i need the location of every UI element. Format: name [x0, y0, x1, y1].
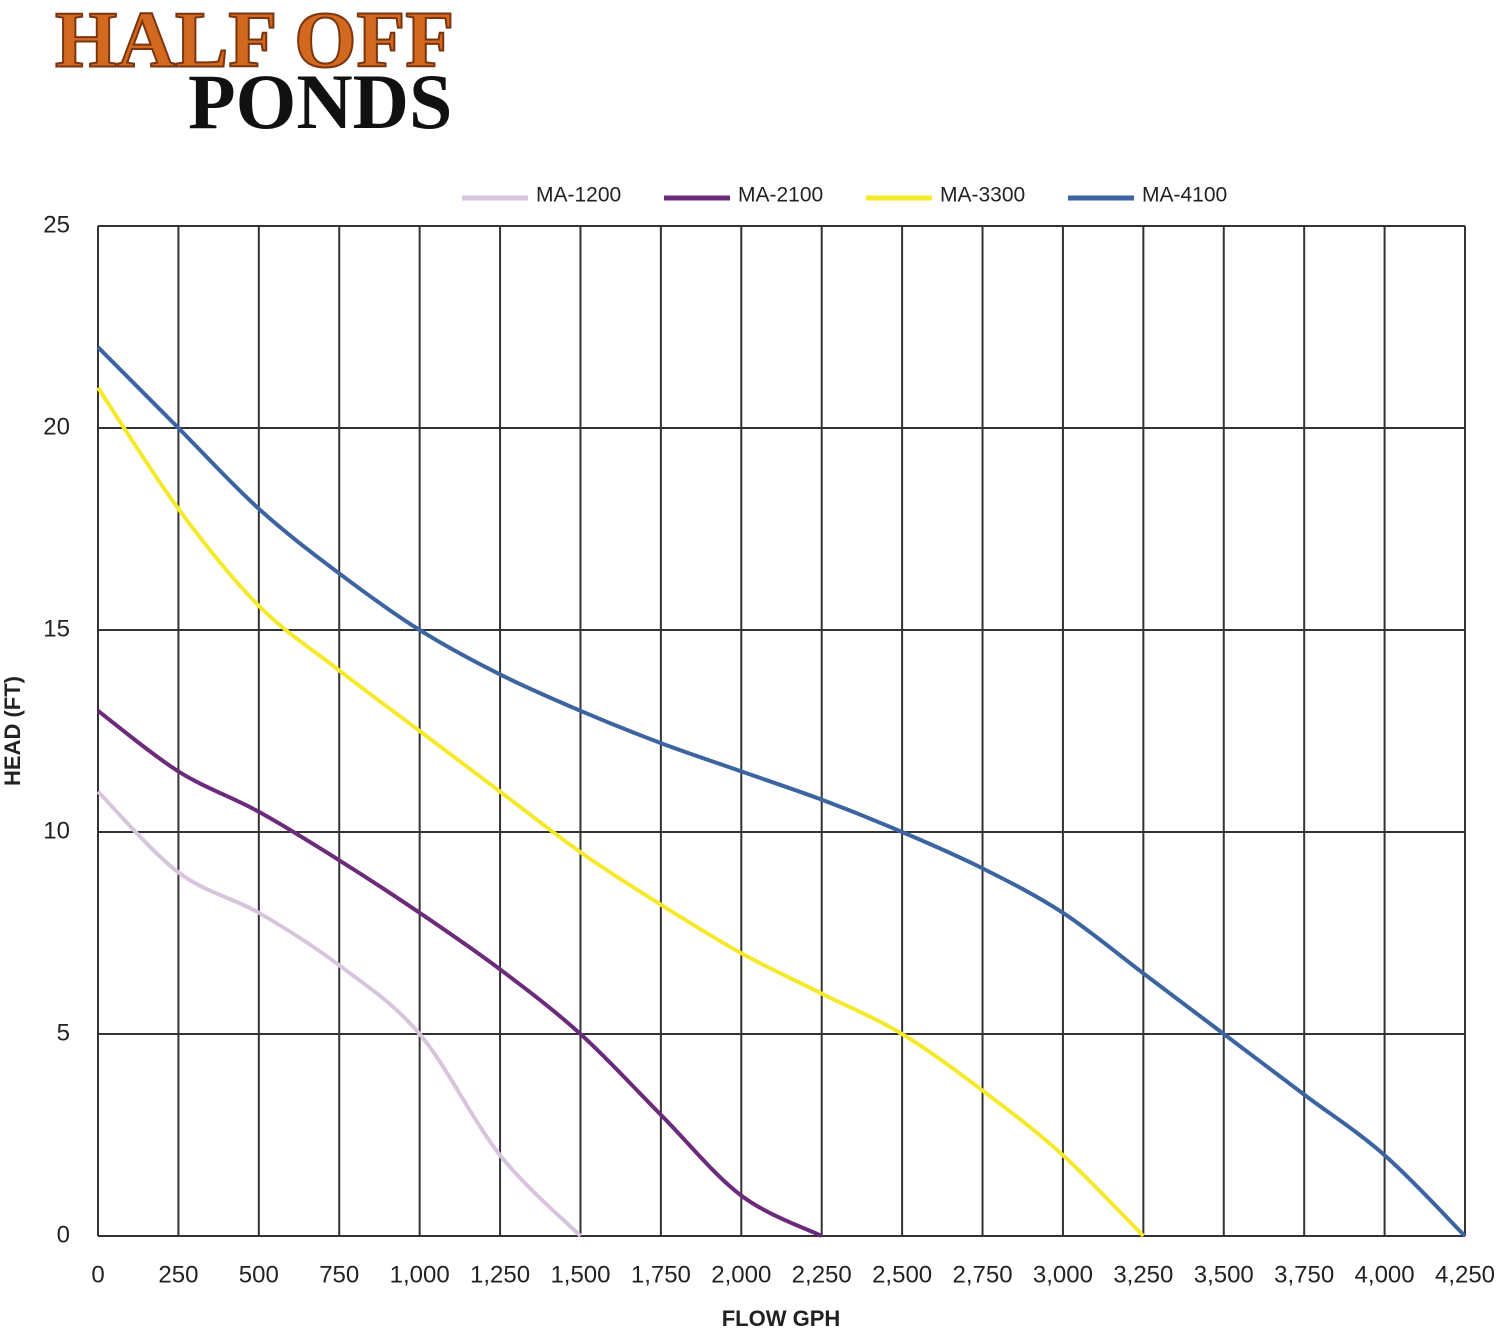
- legend-label: MA-1200: [536, 184, 621, 207]
- x-tick-label: 2,000: [711, 1261, 771, 1288]
- y-tick-label: 15: [43, 615, 70, 642]
- line-series: [96, 386, 1145, 1238]
- x-tick-label: 1,000: [390, 1261, 450, 1288]
- x-tick-label: 4,000: [1355, 1261, 1415, 1288]
- x-tick-label: 2,500: [872, 1261, 932, 1288]
- x-tick-label: 2,750: [952, 1261, 1012, 1288]
- y-tick-label: 10: [43, 817, 70, 844]
- y-tick-label: 5: [57, 1019, 70, 1046]
- x-axis-title: FLOW GPH: [722, 1306, 841, 1331]
- y-axis-title: HEAD (FT): [0, 676, 25, 786]
- legend-label: MA-4100: [1142, 184, 1227, 207]
- y-tick-label: 0: [57, 1221, 70, 1248]
- x-tick-label: 3,750: [1274, 1261, 1334, 1288]
- x-tick-label: 3,000: [1033, 1261, 1093, 1288]
- x-tick-label: 1,500: [550, 1261, 610, 1288]
- logo-line2: PONDS: [188, 58, 452, 145]
- x-tick-label: 1,250: [470, 1261, 530, 1288]
- x-tick-label: 250: [158, 1261, 198, 1288]
- x-tick-label: 500: [239, 1261, 279, 1288]
- logo-line1: HALF OFF: [55, 0, 454, 84]
- line-series: [96, 790, 582, 1238]
- line-series: [96, 345, 1467, 1238]
- x-tick-label: 1,750: [631, 1261, 691, 1288]
- x-tick-label: 4,250: [1435, 1261, 1495, 1288]
- legend-label: MA-3300: [940, 184, 1025, 207]
- x-tick-label: 750: [319, 1261, 359, 1288]
- y-tick-label: 20: [43, 413, 70, 440]
- x-tick-label: 3,500: [1194, 1261, 1254, 1288]
- y-tick-label: 25: [43, 211, 70, 238]
- legend-label: MA-2100: [738, 184, 823, 207]
- x-tick-label: 3,250: [1113, 1261, 1173, 1288]
- line-series: [96, 709, 823, 1238]
- x-tick-label: 0: [91, 1261, 104, 1288]
- x-tick-label: 2,250: [792, 1261, 852, 1288]
